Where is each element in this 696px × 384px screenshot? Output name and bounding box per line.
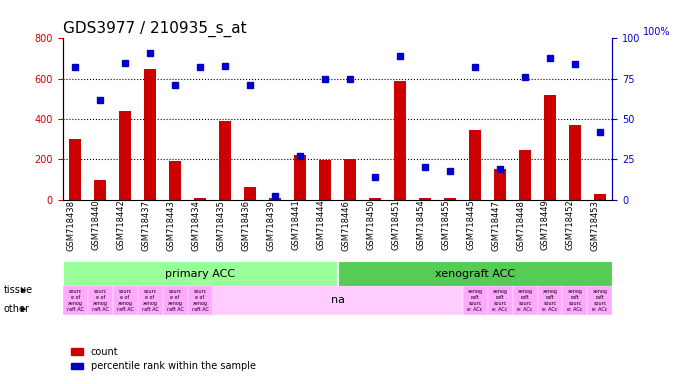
Bar xyxy=(219,121,231,200)
Bar xyxy=(212,286,463,315)
Text: sourc
e of
xenog
raft AC: sourc e of xenog raft AC xyxy=(117,289,134,312)
Bar xyxy=(338,261,612,286)
Text: GSM718443: GSM718443 xyxy=(166,200,175,250)
Text: GSM718453: GSM718453 xyxy=(591,200,600,250)
Bar xyxy=(269,198,281,200)
Bar xyxy=(444,198,457,200)
Bar xyxy=(63,286,88,315)
Bar xyxy=(512,286,537,315)
Text: GSM718439: GSM718439 xyxy=(266,200,275,250)
Text: GDS3977 / 210935_s_at: GDS3977 / 210935_s_at xyxy=(63,21,246,37)
Text: GSM718448: GSM718448 xyxy=(516,200,525,250)
Bar xyxy=(537,286,562,315)
Bar xyxy=(63,261,338,286)
Text: xenog
raft
sourc
e: ACc: xenog raft sourc e: ACc xyxy=(542,289,557,312)
Bar xyxy=(169,161,182,200)
Bar xyxy=(194,198,206,200)
Text: GSM718445: GSM718445 xyxy=(466,200,475,250)
Text: GSM718440: GSM718440 xyxy=(91,200,100,250)
Text: xenog
raft
sourc
e: ACc: xenog raft sourc e: ACc xyxy=(592,289,608,312)
Bar xyxy=(463,286,487,315)
Text: GSM718452: GSM718452 xyxy=(566,200,575,250)
Bar xyxy=(119,111,132,200)
Bar xyxy=(569,125,581,200)
Text: GSM718437: GSM718437 xyxy=(141,200,150,251)
Bar xyxy=(587,286,612,315)
Bar xyxy=(113,286,138,315)
Text: GSM718438: GSM718438 xyxy=(66,200,75,251)
Text: GSM718442: GSM718442 xyxy=(116,200,125,250)
Text: ▶: ▶ xyxy=(21,287,26,293)
Text: sourc
e of
xenog
raft AC: sourc e of xenog raft AC xyxy=(166,289,184,312)
Text: xenograft ACC: xenograft ACC xyxy=(435,268,515,279)
Text: GSM718434: GSM718434 xyxy=(191,200,200,250)
Bar xyxy=(594,194,606,200)
Bar xyxy=(163,286,188,315)
Text: tissue: tissue xyxy=(3,285,33,295)
Text: sourc
e of
xenog
raft AC: sourc e of xenog raft AC xyxy=(92,289,109,312)
Text: GSM718450: GSM718450 xyxy=(366,200,375,250)
Bar xyxy=(344,159,356,200)
Bar xyxy=(294,155,306,200)
Text: xenog
raft
sourc
e: ACc: xenog raft sourc e: ACc xyxy=(492,289,507,312)
Text: GSM718449: GSM718449 xyxy=(541,200,550,250)
Bar xyxy=(369,198,381,200)
Text: GSM718436: GSM718436 xyxy=(241,200,250,251)
Text: sourc
e of
xenog
raft AC: sourc e of xenog raft AC xyxy=(142,289,159,312)
Bar xyxy=(562,286,587,315)
Bar xyxy=(69,139,81,200)
Y-axis label: 100%: 100% xyxy=(642,27,670,37)
Text: GSM718435: GSM718435 xyxy=(216,200,225,250)
Text: sourc
e of
xenog
raft AC: sourc e of xenog raft AC xyxy=(67,289,84,312)
Bar xyxy=(394,81,406,200)
Text: ▶: ▶ xyxy=(21,306,26,312)
Text: GSM718446: GSM718446 xyxy=(341,200,350,250)
Text: GSM718451: GSM718451 xyxy=(391,200,400,250)
Bar xyxy=(244,187,256,200)
Text: xenog
raft
sourc
e: ACc: xenog raft sourc e: ACc xyxy=(567,289,583,312)
Bar xyxy=(469,130,481,200)
Bar xyxy=(493,169,506,200)
Text: GSM718455: GSM718455 xyxy=(441,200,450,250)
Text: GSM718444: GSM718444 xyxy=(316,200,325,250)
Text: na: na xyxy=(331,295,345,306)
Text: GSM718441: GSM718441 xyxy=(291,200,300,250)
Text: sourc
e of
xenog
raft AC: sourc e of xenog raft AC xyxy=(191,289,209,312)
Legend: count, percentile rank within the sample: count, percentile rank within the sample xyxy=(68,343,260,375)
Text: xenog
raft
sourc
e: ACc: xenog raft sourc e: ACc xyxy=(467,289,483,312)
Bar xyxy=(319,161,331,200)
Bar xyxy=(144,69,157,200)
Bar xyxy=(419,198,432,200)
Bar xyxy=(138,286,163,315)
Bar xyxy=(487,286,512,315)
Bar xyxy=(88,286,113,315)
Text: GSM718454: GSM718454 xyxy=(416,200,425,250)
Text: xenog
raft
sourc
e: ACc: xenog raft sourc e: ACc xyxy=(517,289,532,312)
Bar xyxy=(544,95,556,200)
Text: other: other xyxy=(3,304,29,314)
Text: primary ACC: primary ACC xyxy=(165,268,235,279)
Text: GSM718447: GSM718447 xyxy=(491,200,500,250)
Bar xyxy=(188,286,212,315)
Bar xyxy=(519,150,531,200)
Bar xyxy=(94,180,106,200)
